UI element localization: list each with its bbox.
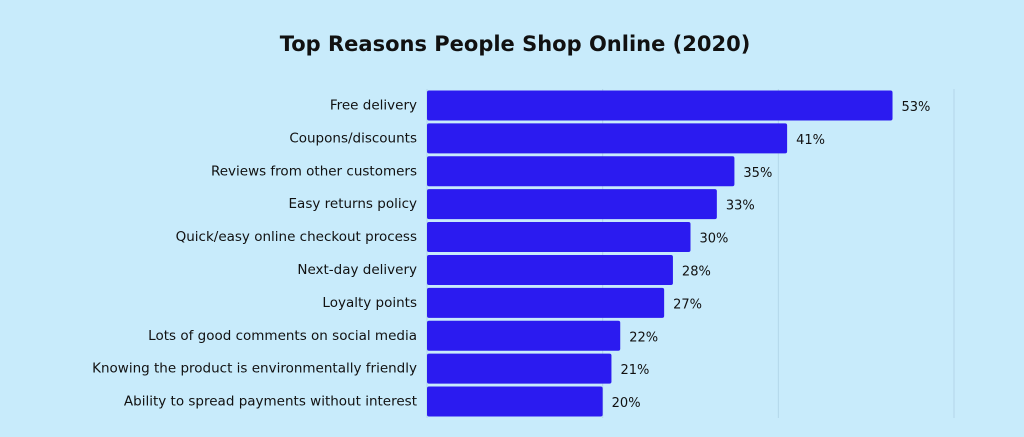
y-tick-label: Reviews from other customers: [211, 163, 417, 179]
value-label: 22%: [629, 330, 658, 345]
bar: [427, 222, 691, 253]
value-label: 41%: [796, 133, 825, 148]
value-label: 53%: [902, 100, 931, 115]
bar: [427, 123, 788, 154]
chart-title: Top Reasons People Shop Online (2020): [280, 32, 751, 56]
bar: [427, 320, 621, 351]
value-label: 20%: [612, 396, 641, 411]
y-tick-label: Next-day delivery: [297, 262, 417, 278]
value-label: 28%: [682, 264, 711, 279]
value-label: 35%: [743, 166, 772, 181]
value-label: 33%: [726, 199, 755, 214]
y-tick-label: Quick/easy online checkout process: [176, 229, 417, 245]
y-tick-label: Coupons/discounts: [289, 130, 417, 146]
y-tick-label: Knowing the product is environmentally f…: [92, 361, 417, 377]
y-tick-label: Loyalty points: [322, 295, 417, 311]
bar: [427, 254, 673, 285]
value-label: 21%: [620, 363, 649, 378]
bar: [427, 287, 665, 318]
bar: [427, 189, 717, 220]
y-tick-label: Lots of good comments on social media: [148, 328, 417, 344]
value-label: 27%: [673, 297, 702, 312]
bar: [427, 386, 603, 417]
y-tick-label: Ability to spread payments without inter…: [124, 394, 417, 410]
y-tick-label: Free delivery: [330, 97, 417, 113]
bar: [427, 90, 893, 121]
bar: [427, 353, 612, 384]
bar: [427, 156, 735, 187]
value-label: 30%: [700, 232, 729, 247]
y-tick-label: Easy returns policy: [289, 196, 417, 212]
